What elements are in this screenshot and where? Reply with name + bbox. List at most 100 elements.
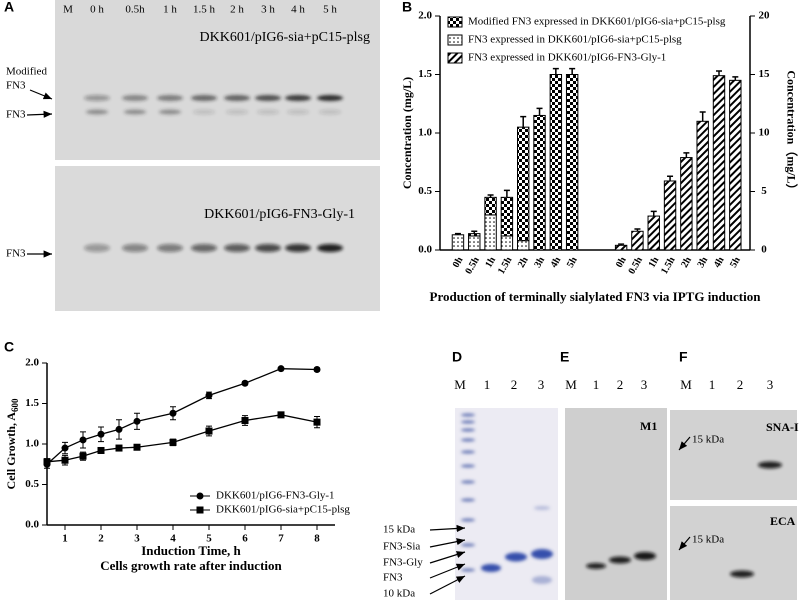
band: [461, 438, 475, 442]
marker-label: 15 kDa: [692, 534, 724, 546]
lane-label: 1: [709, 377, 716, 392]
marker-label: 15 kDa: [692, 434, 724, 446]
x-tick-label: 2: [98, 533, 104, 545]
error-bar: [618, 243, 625, 246]
gel: [565, 408, 667, 600]
lane-label: 0 h: [90, 4, 104, 16]
x-tick-label: 3h: [532, 255, 547, 270]
error-bar: [454, 232, 461, 235]
lane-label: 3: [538, 377, 545, 392]
marker: [43, 458, 51, 466]
marker: [133, 443, 141, 451]
x-tick-label: 0.5h: [626, 255, 645, 277]
marker: [241, 379, 249, 387]
marker-label: FN3: [383, 572, 403, 584]
blot-label: ECA: [770, 514, 796, 528]
x-tick-label: 1.5h: [659, 255, 678, 277]
arrow: [26, 110, 53, 118]
y2-tick-label: 10: [759, 127, 771, 139]
bar: [680, 157, 693, 251]
lane-label: 1.5 h: [193, 4, 216, 16]
error-bar: [536, 107, 543, 116]
bar: [484, 214, 497, 251]
legend-label: DKK601/pIG6-FN3-Gly-1: [216, 490, 335, 502]
error-bar: [699, 111, 706, 122]
bar: [631, 230, 644, 251]
x-tick-label: 4: [170, 533, 176, 545]
y-tick-label: 1.5: [25, 397, 39, 409]
lane-label: M: [680, 377, 692, 392]
side-label: Modified: [6, 66, 47, 78]
panel-letter: F: [679, 349, 688, 365]
band: [122, 95, 148, 101]
error-bar: [520, 115, 527, 128]
lane-label: 3: [767, 377, 774, 392]
error-bar: [634, 228, 641, 232]
arrow: [678, 536, 691, 551]
band: [461, 413, 475, 417]
band: [461, 428, 475, 432]
band: [193, 109, 215, 115]
y2-tick-label: 15: [759, 68, 771, 80]
y-tick-label: 0.5: [25, 478, 39, 490]
band: [191, 244, 217, 252]
bar: [549, 74, 563, 251]
legend-marker: [196, 492, 204, 500]
lane-label: 3 h: [261, 4, 275, 16]
y-tick-label: 1.0: [418, 127, 432, 139]
lane-label: 2: [737, 377, 744, 392]
marker: [115, 444, 123, 452]
band: [157, 244, 183, 252]
x-tick-label: 5: [206, 533, 212, 545]
marker: [133, 417, 141, 425]
band: [159, 109, 181, 115]
blot: [55, 0, 380, 160]
legend-label: FN3 expressed in DKK601/pIG6-FN3-Gly-1: [468, 52, 666, 64]
y-axis-title-text: Cell Growth, A: [4, 412, 18, 490]
x-tick-label: 0.5h: [463, 255, 482, 277]
lane-label: 0.5h: [125, 4, 145, 16]
band: [531, 549, 553, 559]
error-bar: [471, 230, 478, 234]
band: [226, 109, 248, 115]
legend-marker: [196, 506, 204, 514]
panel-letter: E: [560, 349, 569, 365]
band: [86, 109, 108, 115]
bar: [533, 114, 546, 251]
marker: [277, 411, 285, 419]
marker: [97, 430, 105, 438]
bar: [614, 244, 628, 251]
band: [461, 498, 475, 502]
y-axis-title: Concentration (mg/L): [400, 77, 414, 189]
marker: [205, 391, 213, 399]
arrow: [429, 563, 466, 579]
panel-letter: C: [4, 339, 14, 355]
marker: [169, 438, 177, 446]
legend-swatch: [447, 34, 463, 46]
bar: [468, 235, 481, 251]
band: [461, 464, 475, 468]
lane-label: 1: [593, 377, 600, 392]
band: [461, 543, 475, 547]
lane-label: 4 h: [291, 4, 305, 16]
y-tick-label: 0.0: [418, 244, 432, 256]
band: [257, 109, 279, 115]
marker: [205, 427, 213, 435]
band: [730, 570, 754, 578]
x-axis-title: Induction Time, h: [141, 543, 241, 558]
band: [461, 450, 475, 454]
bar: [500, 196, 514, 237]
y-tick-label: 1.0: [25, 438, 39, 450]
marker-label: FN3-Sia: [383, 541, 420, 553]
band: [461, 420, 475, 424]
arrow: [29, 89, 53, 100]
error-bar: [552, 67, 559, 75]
y-axis-title: Cell Growth, A600: [4, 398, 20, 489]
x-tick-label: 1.5h: [496, 255, 515, 277]
legend-swatch: [447, 16, 463, 28]
error-bar: [683, 152, 690, 158]
band: [461, 480, 475, 484]
band: [634, 552, 656, 560]
x-tick-label: 5h: [565, 255, 580, 270]
